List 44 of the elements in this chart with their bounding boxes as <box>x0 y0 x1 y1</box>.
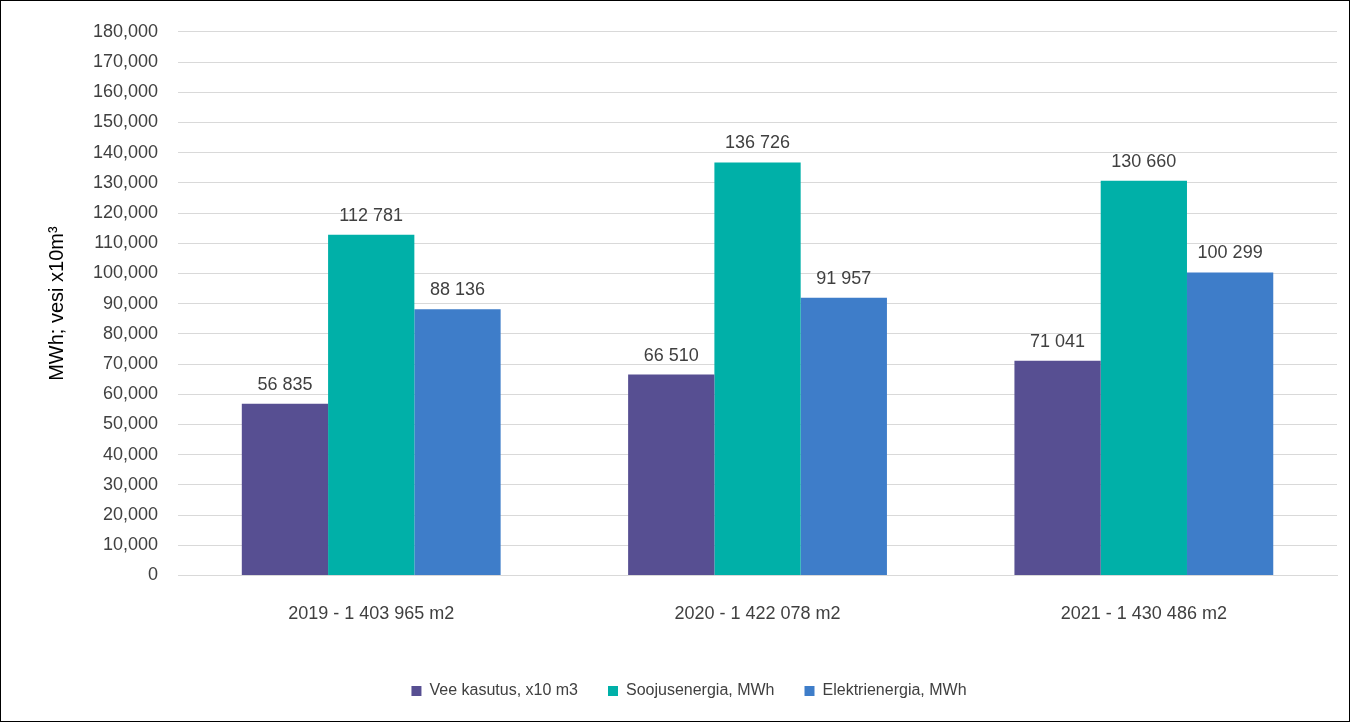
y-tick-label: 60,000 <box>103 383 159 404</box>
x-tick-label: 2021 - 1 430 486 m2 <box>1060 603 1227 624</box>
y-tick-label: 40,000 <box>103 443 159 464</box>
bar <box>241 403 329 575</box>
data-label: 130 660 <box>1111 150 1177 171</box>
y-tick-label: 180,000 <box>92 20 159 41</box>
x-tick-label: 2019 - 1 403 965 m2 <box>288 603 455 624</box>
data-label: 56 835 <box>257 373 313 394</box>
legend-label: Elektrienergia, MWh <box>822 681 967 699</box>
y-tick-label: 70,000 <box>103 352 159 373</box>
data-label: 91 957 <box>816 267 872 288</box>
y-tick-label: 90,000 <box>103 292 159 313</box>
bar <box>1100 180 1187 575</box>
legend-label: Soojusenergia, MWh <box>625 681 775 699</box>
bar <box>414 309 501 575</box>
y-tick-label: 120,000 <box>92 201 159 222</box>
bar <box>328 234 415 575</box>
y-tick-label: 10,000 <box>103 534 159 555</box>
y-tick-label: 0 <box>148 564 159 585</box>
y-tick-label: 30,000 <box>103 473 159 494</box>
bar <box>628 374 715 575</box>
data-label: 66 510 <box>643 344 699 365</box>
x-tick-label: 2020 - 1 422 078 m2 <box>674 603 841 624</box>
data-label: 136 726 <box>724 132 791 153</box>
bar <box>1186 272 1274 575</box>
y-tick-label: 160,000 <box>92 81 159 102</box>
y-tick-label: 80,000 <box>103 322 159 343</box>
y-tick-label: 130,000 <box>92 171 159 192</box>
y-tick-label: 20,000 <box>103 503 159 524</box>
bar <box>800 297 887 575</box>
data-label: 100 299 <box>1197 242 1263 263</box>
bar <box>1014 360 1101 575</box>
y-tick-label: 150,000 <box>92 111 159 132</box>
y-tick-label: 50,000 <box>103 413 159 434</box>
data-label: 112 781 <box>339 204 404 225</box>
bar <box>714 162 801 575</box>
y-tick-label: 100,000 <box>92 262 159 283</box>
legend-label: Vee kasutus, x10 m3 <box>429 681 579 699</box>
data-label: 88 136 <box>429 279 486 300</box>
y-tick-label: 170,000 <box>92 50 159 71</box>
y-tick-label: 140,000 <box>92 141 159 162</box>
y-axis-title: MWh; vesi x10m³ <box>44 226 67 381</box>
data-label: 71 041 <box>1030 330 1086 351</box>
y-tick-label: 110,000 <box>94 232 159 253</box>
